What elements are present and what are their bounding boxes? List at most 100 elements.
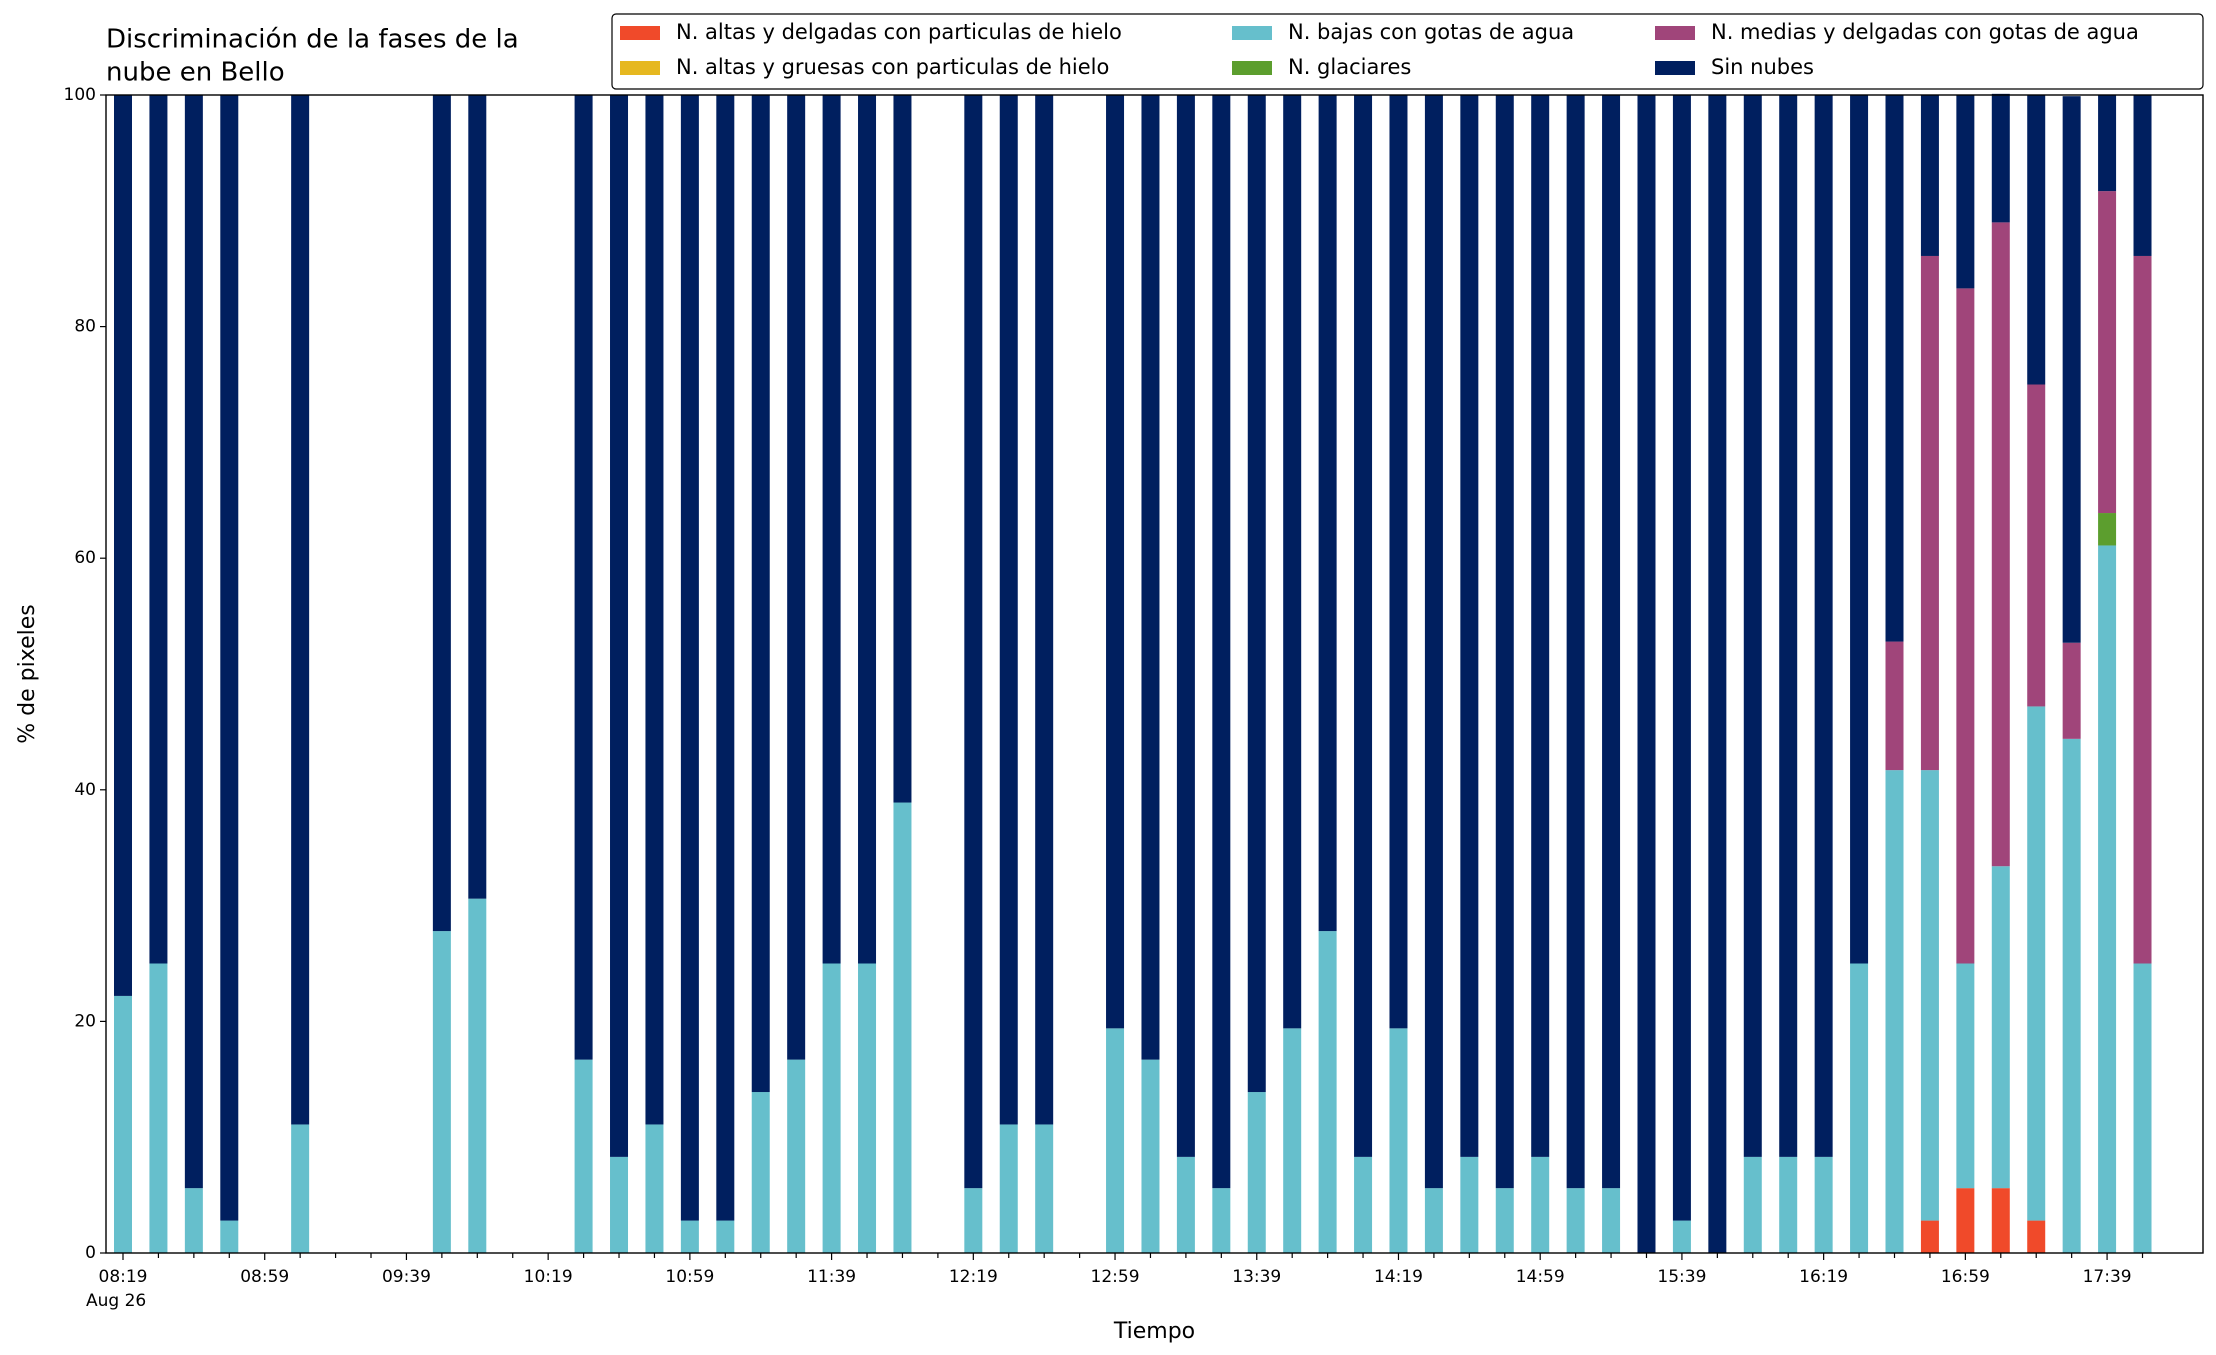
bar-segment	[1672, 1220, 1691, 1253]
y-tick-label: 0	[85, 1243, 96, 1263]
bar-segment	[1106, 1028, 1125, 1253]
bar-segment	[2027, 95, 2046, 385]
bar-segment	[1495, 1188, 1514, 1253]
bar-segment	[1850, 963, 1869, 1253]
y-axis-label: % de pixeles	[15, 604, 40, 743]
bar-segment	[2133, 95, 2152, 256]
y-tick-label: 20	[74, 1011, 96, 1031]
bar-segment	[964, 1188, 983, 1253]
x-tick-label: 15:39	[1657, 1267, 1706, 1287]
bar-segment	[2027, 706, 2046, 1221]
bar-segment	[114, 95, 132, 996]
bar-segment	[1106, 95, 1125, 1029]
bar-segment	[2098, 513, 2117, 546]
bar-segment	[1531, 1156, 1550, 1253]
legend-swatch	[1655, 61, 1695, 75]
y-tick-label: 80	[74, 317, 96, 337]
legend-swatch	[1232, 61, 1272, 75]
bar-segment	[1460, 1156, 1479, 1253]
bar-segment	[149, 95, 168, 964]
bar-segment	[2098, 545, 2117, 1253]
x-tick-label: 11:39	[807, 1267, 856, 1287]
x-tick-label: 10:59	[665, 1267, 714, 1287]
bar-segment	[1602, 95, 1621, 1189]
bar-segment	[1318, 95, 1337, 932]
bar-segment	[822, 95, 841, 964]
bar-segment	[787, 95, 806, 1060]
bar-segment	[680, 1220, 699, 1253]
bar-segment	[1956, 963, 1975, 1189]
bar-segment	[2062, 642, 2081, 739]
bar-segment	[1212, 95, 1231, 1189]
bar-segment	[1424, 95, 1443, 1189]
x-tick-label: 16:59	[1941, 1267, 1990, 1287]
bar-segment	[751, 1092, 770, 1253]
bar-segment	[2133, 963, 2152, 1253]
bar-segment	[574, 95, 593, 1060]
bar-segment	[1495, 95, 1514, 1189]
bar-segment	[1814, 1156, 1833, 1253]
bar-segment	[1531, 95, 1550, 1157]
bar-segment	[645, 95, 664, 1125]
bar-segment	[1743, 1156, 1762, 1253]
x-tick-label: 09:39	[382, 1267, 431, 1287]
x-tick-label: 08:19	[99, 1267, 148, 1287]
bar-segment	[149, 963, 168, 1253]
bar-segment	[1354, 1156, 1373, 1253]
bar-segment	[1814, 95, 1833, 1157]
legend-swatch	[1232, 26, 1272, 40]
bar-segment	[1566, 95, 1585, 1189]
bar-segment	[468, 95, 487, 899]
bar-segment	[291, 95, 310, 1125]
bar-segment	[2062, 96, 2081, 643]
bar-segment	[858, 963, 877, 1253]
bar-segment	[291, 1124, 310, 1253]
bar-segment	[1920, 255, 1939, 771]
x-tick-label: 16:19	[1799, 1267, 1848, 1287]
bar-segment	[1424, 1188, 1443, 1253]
x-tick-label: 10:19	[524, 1267, 573, 1287]
bar-segment	[1850, 95, 1869, 964]
bar-segment	[893, 95, 912, 803]
bar-segment	[1318, 931, 1337, 1253]
bar-segment	[574, 1059, 593, 1253]
bar-segment	[1247, 95, 1266, 1093]
bar-segment	[1460, 95, 1479, 1157]
bar-segment	[964, 95, 983, 1189]
bar-segment	[432, 931, 451, 1253]
bar-segment	[1708, 95, 1727, 1253]
bar-segment	[2133, 255, 2152, 964]
bar-segment	[1885, 95, 1904, 642]
bar-segment	[610, 1156, 629, 1253]
bar-segment	[858, 95, 877, 964]
bar-segment	[1283, 1028, 1302, 1253]
legend-label: N. glaciares	[1288, 55, 1411, 79]
bar-segment	[716, 1220, 735, 1253]
bar-segment	[1779, 95, 1798, 1157]
bar-segment	[751, 95, 770, 1093]
bar-segment	[184, 95, 203, 1189]
bar-segment	[1141, 95, 1160, 1060]
bar-segment	[1920, 1220, 1939, 1253]
bar-segment	[1991, 93, 2010, 223]
x-tick-label: 13:39	[1232, 1267, 1281, 1287]
bar-segment	[1035, 1124, 1054, 1253]
bar-segment	[1991, 866, 2010, 1189]
x-tick-label: 14:19	[1374, 1267, 1423, 1287]
legend-swatch	[620, 26, 660, 40]
bar-segment	[1176, 95, 1195, 1157]
bar-segment	[432, 95, 451, 932]
x-tick-label: 08:59	[240, 1267, 289, 1287]
chart-title: Discriminación de la fases de la	[106, 25, 519, 55]
bar-segment	[787, 1059, 806, 1253]
bar-segment	[1141, 1059, 1160, 1253]
bar-segment	[610, 95, 629, 1157]
legend-swatch	[620, 61, 660, 75]
bar-segment	[1885, 641, 1904, 771]
x-tick-label: 12:19	[949, 1267, 998, 1287]
legend-swatch	[1655, 26, 1695, 40]
bar-segment	[716, 95, 735, 1221]
bar-segment	[2027, 1220, 2046, 1253]
bar-segment	[1212, 1188, 1231, 1253]
bar-segment	[1672, 95, 1691, 1221]
